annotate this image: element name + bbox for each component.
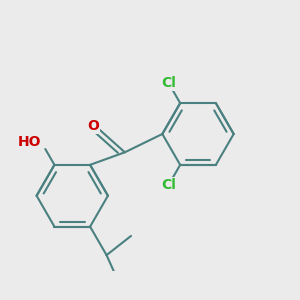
Text: Cl: Cl (161, 178, 176, 193)
Text: Cl: Cl (161, 76, 176, 89)
Text: O: O (87, 119, 99, 133)
Text: HO: HO (18, 135, 41, 149)
